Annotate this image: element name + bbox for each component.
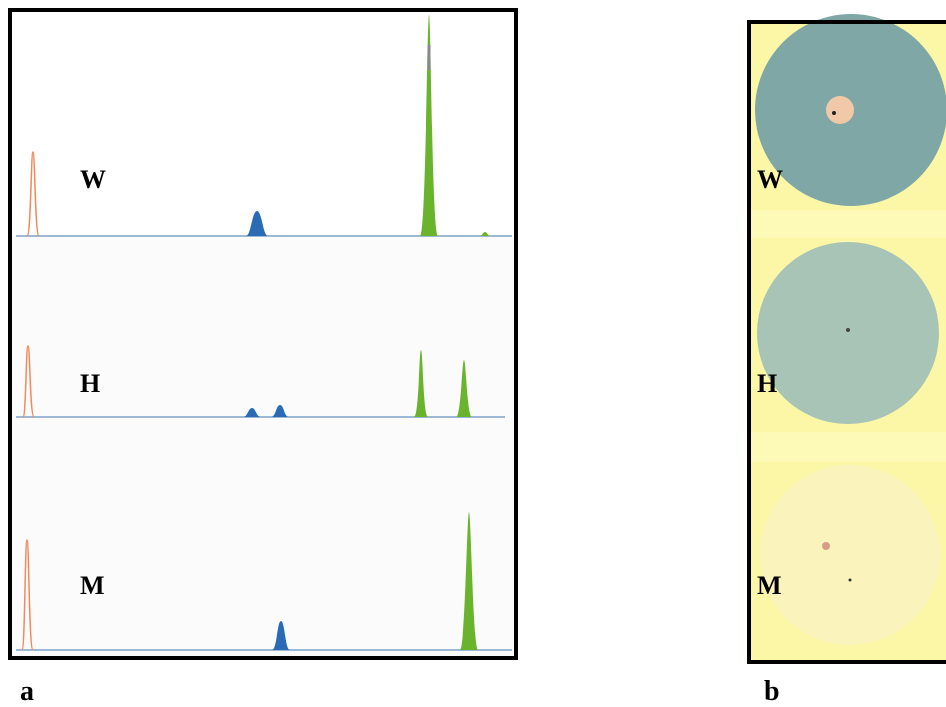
spot-dot	[848, 578, 852, 582]
spot-dot	[832, 111, 836, 115]
track-label: W	[80, 165, 106, 194]
spot-center	[826, 96, 854, 124]
panel-a: W H M	[8, 8, 518, 660]
peak	[272, 621, 290, 650]
panel-label: b	[764, 676, 780, 707]
peak	[420, 15, 438, 236]
colony-spot	[757, 242, 939, 424]
peak	[271, 405, 289, 417]
peak	[414, 350, 428, 417]
colony-spot	[760, 465, 940, 645]
peak-outline	[21, 539, 34, 651]
spot-label: H	[757, 369, 777, 398]
peak	[460, 512, 478, 650]
peak-outline	[26, 151, 40, 237]
panel-b: W H M	[747, 14, 946, 664]
peak	[456, 360, 472, 417]
band	[751, 210, 946, 238]
panel-a-border	[8, 8, 518, 660]
peak-outline	[22, 345, 35, 418]
peak	[246, 211, 268, 236]
spot-label: W	[757, 165, 783, 194]
spot-dot	[846, 328, 850, 332]
track-bg	[12, 12, 514, 236]
spot-dot	[822, 542, 830, 550]
peak	[243, 408, 261, 417]
track-label: M	[80, 571, 105, 600]
spot-label: M	[757, 571, 782, 600]
panel-label: a	[20, 676, 34, 707]
peak	[480, 232, 490, 236]
track-label: H	[80, 369, 100, 398]
peak-mark	[427, 45, 431, 70]
panel-b-border	[747, 20, 946, 664]
band	[751, 432, 946, 462]
